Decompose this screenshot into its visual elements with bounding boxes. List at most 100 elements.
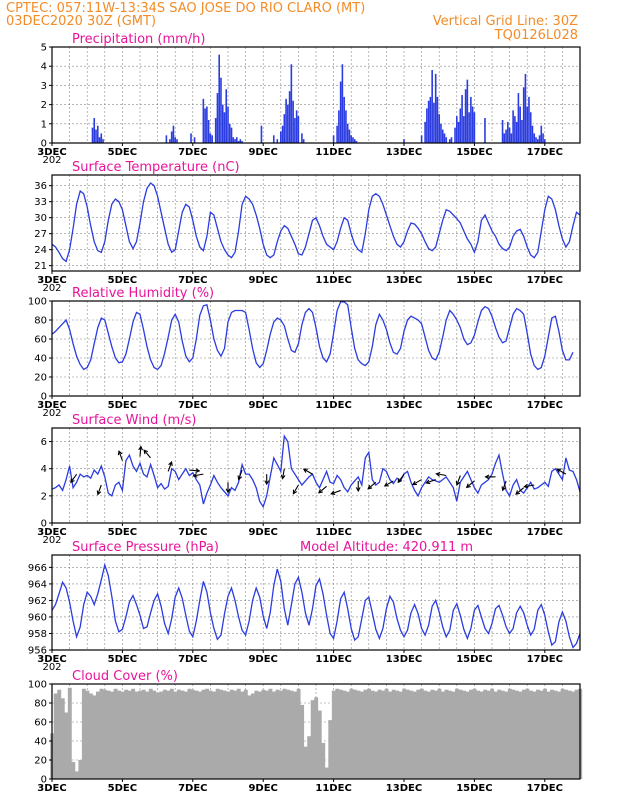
wind-arrow <box>465 480 475 489</box>
wind-arrow <box>138 445 143 457</box>
precip-bar <box>174 137 176 143</box>
precip-bar <box>209 133 212 143</box>
precip-bar <box>91 127 94 143</box>
wind-arrow <box>318 485 327 494</box>
wind-xtick-label: 13DEC <box>386 527 422 538</box>
pressure-annotation: Model Altitude: 420.911 m <box>300 540 473 555</box>
pressure-line <box>51 562 581 649</box>
cloud-column <box>511 689 516 779</box>
cloud-column <box>423 690 428 779</box>
cloud-column <box>374 691 378 779</box>
cloud-column <box>493 691 498 779</box>
cloud-column <box>96 691 100 779</box>
cloud-column <box>557 691 562 779</box>
cloud-column <box>525 688 530 779</box>
cloud-column <box>560 688 565 779</box>
precip-bar <box>503 133 506 143</box>
cloud-column <box>388 691 393 779</box>
precip-bar <box>302 139 305 143</box>
precip-xtick-label: 13DEC <box>386 147 422 158</box>
cloud-column <box>377 689 382 779</box>
temp-xtick-label: 11DEC <box>315 275 351 286</box>
wind-ytick-label: 4 <box>41 464 47 475</box>
temp-title: Surface Temperature (nC) <box>72 160 240 175</box>
cloud-column <box>440 691 445 779</box>
cloud-column <box>360 691 364 779</box>
precip-bar <box>170 131 173 143</box>
precip-bar <box>464 89 467 143</box>
precip-bar <box>301 133 303 143</box>
pressure-title: Surface Pressure (hPa) <box>72 540 219 555</box>
pressure-panel: Surface Pressure (hPa) Model Altitude: 42… <box>28 540 581 673</box>
cloud-column <box>67 687 72 779</box>
wind-arrow <box>225 482 231 494</box>
cloud-column <box>219 689 224 779</box>
wind-frame <box>51 427 581 524</box>
precip-ytick-label: 4 <box>41 62 47 73</box>
precip-bar <box>501 119 504 143</box>
wind-arrow <box>367 481 377 490</box>
wind-arrow <box>484 474 496 480</box>
rh-ytick-label: 0 <box>41 392 47 403</box>
rh-year-label: 202 <box>42 408 61 419</box>
cloud-column <box>324 767 329 779</box>
precip-bar <box>514 116 516 143</box>
precip-xtick-label: 7DEC <box>178 147 207 158</box>
precip-ytick-label: 1 <box>41 119 47 130</box>
cloud-column <box>455 688 459 779</box>
precip-bar <box>280 131 282 143</box>
cloud-column <box>113 688 118 779</box>
precip-bar <box>234 139 236 143</box>
cloud-xtick-label: 5DEC <box>108 783 137 794</box>
wind-xtick-label: 7DEC <box>178 527 207 538</box>
precip-xtick-label: 11DEC <box>315 147 351 158</box>
precip-bar <box>470 96 472 143</box>
cloud-column <box>486 690 491 779</box>
precip-bar <box>283 114 286 143</box>
cloud-column <box>296 688 301 779</box>
pressure-ytick-label: 964 <box>28 579 47 590</box>
precip-bar <box>526 106 528 143</box>
cloud-column <box>148 688 153 779</box>
cloud-column <box>458 689 463 779</box>
cloud-column <box>300 704 305 779</box>
cloud-column <box>331 690 336 779</box>
wind-arrow <box>96 484 102 496</box>
rh-title: Relative Humidity (%) <box>72 286 214 301</box>
cloud-column <box>81 688 86 779</box>
precip-bar <box>454 127 456 143</box>
precip-bar <box>102 139 104 143</box>
temp-xtick-label: 3DEC <box>37 275 66 286</box>
cloud-column <box>275 689 280 779</box>
rh-xtick-label: 13DEC <box>386 400 422 411</box>
precip-bar <box>456 116 458 143</box>
cloud-column <box>514 690 519 779</box>
precip-panel: Precipitation (mm/h) 0 1 2 3 4 5 3DEC 5DEC 7DEC 9D… <box>37 32 581 166</box>
temp-ytick-label: 30 <box>34 213 47 224</box>
wind-arrow <box>435 471 447 477</box>
cloud-column <box>433 690 438 779</box>
cloud-column <box>180 690 185 779</box>
precip-bar <box>297 116 300 143</box>
precip-bar <box>510 133 513 143</box>
precip-bar <box>535 137 537 143</box>
precip-bar <box>429 96 432 143</box>
precip-bar <box>519 106 521 143</box>
cloud-column <box>472 688 477 779</box>
precip-xtick-label: 17DEC <box>527 147 563 158</box>
precip-bar <box>448 139 451 143</box>
cloud-column <box>574 689 579 779</box>
precip-bar <box>542 133 544 143</box>
pressure-ytick-label: 966 <box>28 563 47 574</box>
cloud-column <box>303 746 308 779</box>
precip-bar <box>426 108 428 143</box>
precip-bar <box>336 125 338 143</box>
pressure-ytick-label: 958 <box>28 629 47 640</box>
cloud-column <box>110 691 114 779</box>
cloud-column <box>166 690 171 779</box>
cloud-column <box>384 688 389 779</box>
temp-year-label: 202 <box>42 283 61 294</box>
cloud-column <box>317 710 322 779</box>
cloud-column <box>553 690 558 779</box>
precip-bar <box>165 135 168 143</box>
